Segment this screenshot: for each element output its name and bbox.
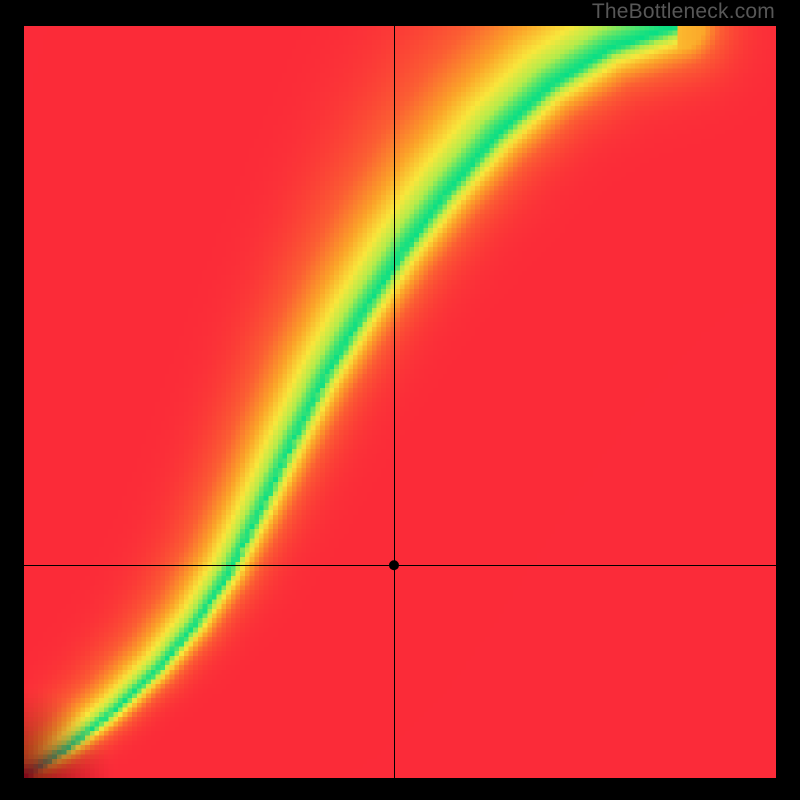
crosshair-overlay	[24, 26, 776, 778]
watermark-text: TheBottleneck.com	[592, 0, 775, 24]
